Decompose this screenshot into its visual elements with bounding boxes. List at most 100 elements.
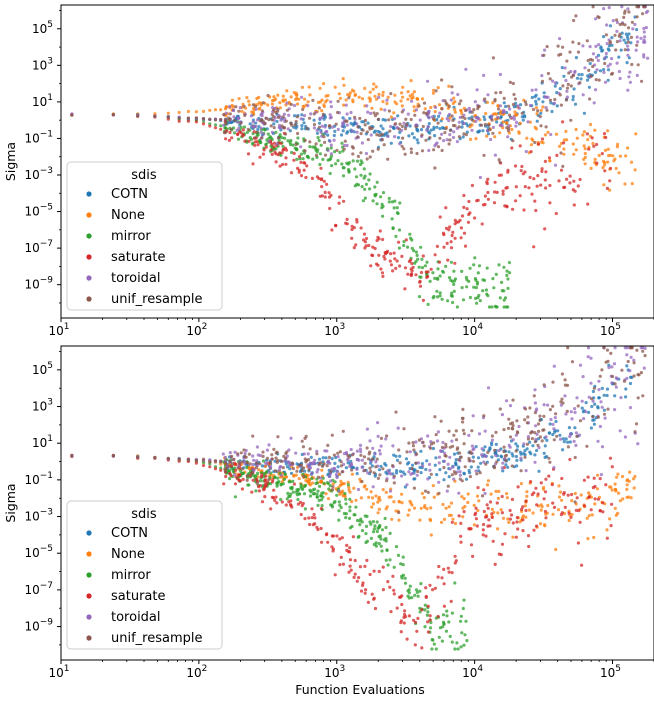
data-point	[632, 361, 636, 365]
data-point	[328, 206, 332, 211]
data-point	[624, 387, 628, 391]
data-point	[369, 264, 373, 268]
data-point	[311, 461, 315, 465]
data-point	[519, 169, 523, 173]
data-point	[398, 454, 402, 458]
data-point	[412, 136, 416, 140]
panel-top: 101 102 103 104 10510−910−710−510−310−110110…	[3, 4, 654, 338]
data-point	[338, 96, 342, 100]
data-point	[462, 598, 466, 602]
data-point	[458, 451, 462, 455]
data-point	[446, 299, 450, 303]
data-point	[410, 463, 415, 467]
data-point	[379, 544, 383, 548]
data-point	[289, 171, 294, 175]
data-point	[348, 546, 352, 550]
data-point	[497, 158, 501, 162]
data-point	[328, 113, 332, 117]
data-point	[543, 524, 547, 528]
data-point	[614, 385, 618, 389]
data-point	[482, 153, 486, 157]
data-point	[272, 122, 276, 126]
data-point	[363, 591, 367, 595]
data-point	[426, 630, 430, 634]
data-point	[507, 113, 511, 117]
data-point	[587, 68, 591, 72]
data-point	[588, 97, 592, 101]
data-point	[380, 132, 384, 136]
data-point	[587, 147, 591, 151]
data-point	[521, 172, 525, 176]
data-point	[493, 135, 497, 139]
data-point	[493, 117, 498, 121]
data-point	[542, 383, 546, 387]
data-point	[373, 185, 377, 189]
data-point	[478, 299, 482, 303]
data-point	[516, 104, 520, 108]
data-point	[461, 428, 465, 432]
data-point	[419, 275, 423, 279]
data-point	[461, 606, 465, 611]
data-point	[605, 393, 609, 398]
data-point	[304, 460, 308, 464]
data-point	[296, 102, 300, 106]
data-point	[508, 404, 513, 408]
data-point	[582, 478, 587, 482]
data-point	[459, 614, 463, 618]
data-point	[336, 455, 340, 459]
data-point	[310, 516, 314, 520]
data-point	[420, 257, 424, 261]
data-point	[330, 164, 334, 168]
data-point	[447, 142, 451, 146]
data-point	[336, 99, 340, 103]
data-point	[285, 89, 289, 93]
data-point	[615, 145, 620, 149]
data-point	[429, 442, 434, 446]
data-point	[337, 500, 341, 504]
data-point	[486, 386, 491, 390]
data-point	[615, 20, 620, 25]
data-point	[420, 491, 424, 496]
data-point	[321, 456, 325, 460]
data-point	[634, 132, 638, 136]
data-point	[368, 439, 372, 443]
data-point	[598, 477, 602, 481]
data-point	[283, 472, 287, 476]
data-point	[303, 469, 307, 473]
data-point	[256, 471, 260, 475]
data-point	[499, 90, 503, 95]
data-point	[318, 86, 322, 90]
data-point	[373, 474, 377, 478]
data-point	[397, 510, 401, 515]
data-point	[346, 461, 350, 465]
data-point	[624, 154, 628, 158]
data-point	[258, 462, 262, 466]
legend-label: COTN	[111, 526, 148, 541]
data-point	[619, 48, 623, 52]
data-point	[515, 520, 519, 524]
data-point	[399, 99, 403, 103]
data-point	[359, 159, 363, 163]
data-point	[426, 477, 430, 481]
data-point	[273, 498, 277, 502]
data-point	[485, 292, 489, 296]
data-point	[601, 510, 605, 514]
data-point	[398, 142, 402, 146]
data-point	[401, 563, 405, 567]
data-point	[526, 120, 530, 124]
data-point	[581, 410, 586, 414]
data-point	[445, 614, 449, 618]
data-point	[350, 236, 354, 240]
data-point	[563, 505, 567, 509]
data-point	[642, 5, 646, 9]
data-point	[387, 109, 391, 113]
data-point	[596, 405, 600, 409]
data-point	[398, 122, 402, 126]
data-point	[436, 267, 440, 271]
data-point	[286, 127, 290, 131]
data-point	[410, 92, 415, 97]
data-point	[326, 133, 330, 137]
data-point	[299, 152, 303, 156]
data-point	[496, 527, 500, 531]
data-point	[576, 404, 580, 408]
